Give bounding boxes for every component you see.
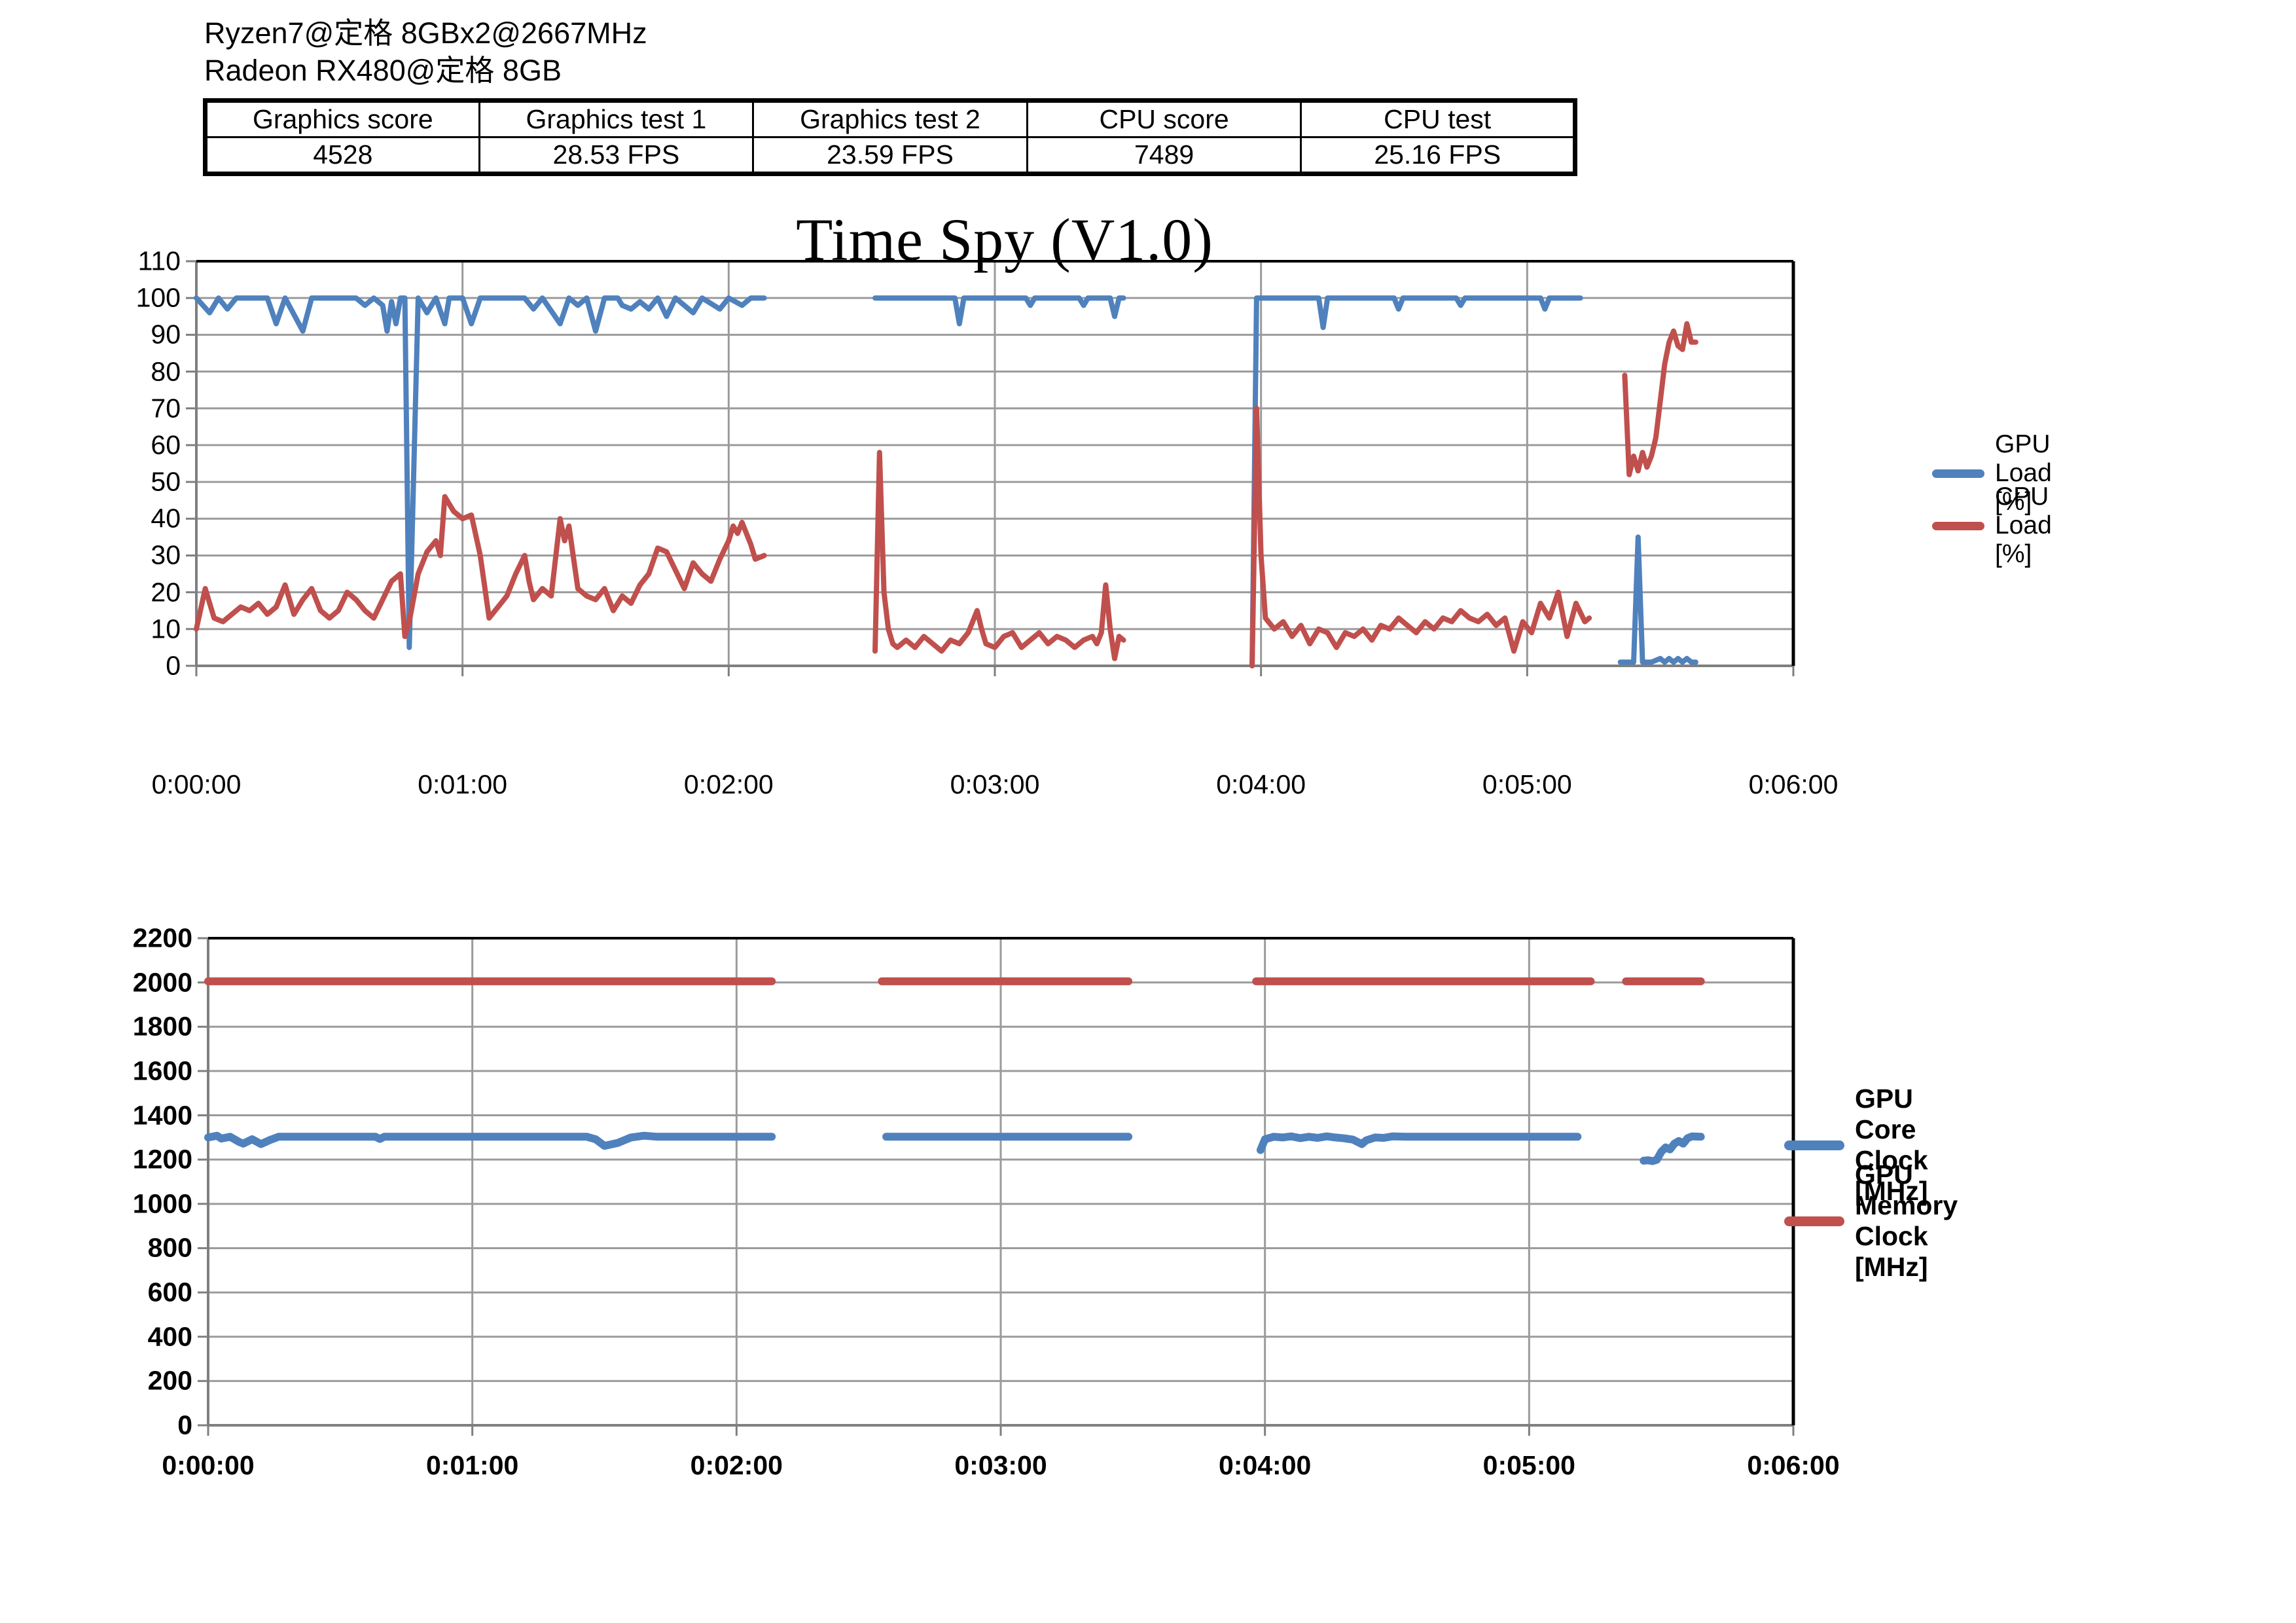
legend-line-icon [1932,469,1984,478]
y-tick-label: 1600 [132,1055,192,1086]
table-value-cell: 23.59 FPS [752,136,1028,175]
system-info-line1: Ryzen7@定格 8GBx2@2667MHz [204,16,647,50]
y-tick-label: 100 [135,282,181,313]
y-tick-label: 80 [151,356,181,387]
table-value-cell: 4528 [204,136,480,175]
table-value-cell: 7489 [1026,136,1302,175]
y-tick-label: 1400 [132,1100,192,1131]
x-tick-label: 0:01:00 [425,1450,519,1480]
x-tick-label: 0:03:00 [950,769,1040,799]
legend-line-icon [1932,521,1984,530]
score-table-header-row: Graphics score Graphics test 1 Graphics te… [204,100,1576,138]
table-value-cell: 28.53 FPS [478,136,755,175]
table-header-cell: CPU test [1300,100,1576,138]
y-tick-label: 1800 [132,1011,192,1042]
x-tick-label: 0:04:00 [1216,769,1306,799]
table-header-cell: Graphics test 1 [478,100,755,138]
legend-item: CPU Load [%] [1932,483,2052,568]
load-chart-legend: GPU Load [%] CPU Load [%] [1932,430,2052,568]
x-tick-label: 0:03:00 [954,1450,1047,1480]
legend-label: GPU Core Clock [MHz] [1855,1084,1928,1206]
y-tick-label: 1200 [132,1144,192,1175]
table-header-cell: Graphics test 2 [752,100,1028,138]
x-tick-label: 0:05:00 [1482,1450,1575,1480]
y-tick-label: 10 [151,613,181,644]
clock-chart: 0 200 400 600 800 1000 1200 1400 1600 1800 2000 220… [133,923,1958,1481]
y-tick-label: 40 [151,503,181,534]
system-info: Ryzen7@定格 8GBx2@2667MHz Radeon RX480@定格 … [204,14,647,89]
y-tick-label: 600 [147,1277,192,1307]
y-tick-label: 70 [151,393,181,424]
y-tick-label: 200 [147,1365,192,1396]
y-tick-label: 1000 [132,1188,192,1219]
x-tick-label: 0:01:00 [418,769,508,799]
y-tick-label: 110 [137,246,181,276]
x-tick-label: 0:02:00 [683,769,774,799]
legend-label: CPU Load [%] [1995,483,2052,568]
load-chart: Time Spy (V1.0) 0 10 20 30 40 50 60 70 80 90 100 11… [136,206,2052,799]
table-header-cell: Graphics score [204,100,480,138]
legend-line-icon [1784,1140,1844,1150]
clock-chart-legend: GPU Core Clock [MHz] GPU Memory Clock [MH… [1784,1084,1958,1282]
y-tick-label: 20 [151,577,181,608]
table-header-cell: CPU score [1026,100,1302,138]
clock-chart-plot [198,937,1795,1436]
x-tick-label: 0:06:00 [1747,1450,1840,1480]
x-tick-label: 0:00:00 [151,769,242,799]
legend-item: GPU Memory Clock [MHz] [1784,1159,1958,1282]
y-tick-label: 30 [151,539,181,570]
x-tick-label: 0:02:00 [690,1450,783,1480]
system-info-line2: Radeon RX480@定格 8GB [204,54,562,87]
y-tick-label: 90 [151,319,181,350]
legend-item: GPU Load [%] [1932,430,2052,516]
score-table: Graphics score Graphics test 1 Graphics te… [203,98,1577,176]
x-tick-label: 0:06:00 [1748,769,1839,799]
legend-line-icon [1784,1216,1844,1226]
load-chart-plot [186,260,1795,676]
y-tick-label: 60 [151,429,181,460]
y-tick-label: 800 [147,1232,192,1263]
y-tick-label: 2000 [132,967,192,998]
legend-label: GPU Load [%] [1995,430,2052,516]
table-value-cell: 25.16 FPS [1300,136,1576,175]
x-tick-label: 0:00:00 [162,1450,255,1480]
legend-item: GPU Core Clock [MHz] [1784,1084,1958,1206]
legend-label: GPU Memory Clock [MHz] [1855,1159,1958,1282]
x-tick-label: 0:04:00 [1218,1450,1312,1480]
x-tick-label: 0:05:00 [1482,769,1572,799]
score-table-value-row: 4528 28.53 FPS 23.59 FPS 7489 25.16 FPS [204,136,1576,175]
y-tick-label: 2200 [132,922,192,953]
y-tick-label: 50 [151,466,181,497]
y-tick-label: 400 [147,1321,192,1352]
y-tick-label: 0 [177,1410,192,1440]
y-tick-label: 0 [166,650,181,681]
